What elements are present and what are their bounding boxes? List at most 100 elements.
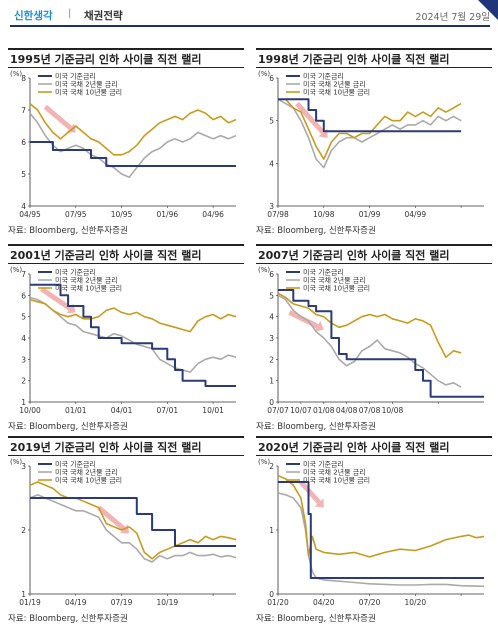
x-tick-label: 04/08 — [336, 406, 358, 415]
us2y-line — [29, 296, 237, 373]
fed-funds-line — [278, 481, 484, 579]
x-tick-label: 10/01 — [202, 406, 224, 415]
unit-label: (%) — [258, 70, 270, 78]
legend-label: 미국 국채 10년물 금리 — [55, 284, 122, 293]
x-tick-label: 07/01 — [157, 406, 179, 415]
fed-funds-line — [30, 283, 236, 387]
line-chart: (%) 0 1 2 3 4 5 6 07/07 10/07 01/08 04/08 07/08 10/08… — [258, 266, 484, 415]
y-tick-label: 5 — [269, 117, 274, 126]
y-tick-label: 3 — [269, 334, 274, 343]
y-tick-label: 1 — [21, 398, 26, 407]
legend-label: 미국 기준금리 — [303, 460, 344, 469]
us2y-line — [277, 98, 462, 169]
brand-logo: 신한생각 — [14, 10, 53, 22]
chart-title: 2019년 기준금리 인하 사이클 직전 랠리 — [8, 436, 244, 456]
trend-arrow-head — [314, 498, 324, 508]
x-tick-label: 10/20 — [405, 598, 427, 607]
line-chart: (%) 4 5 6 7 8 04/95 07/95 10/95 01/96 04/96 미국 기준금리… — [10, 70, 237, 219]
y-tick-label: 5 — [269, 291, 274, 300]
legend-label: 미국 국채 10년물 금리 — [303, 88, 370, 97]
y-tick-label: 1 — [269, 377, 274, 386]
x-tick-label: 10/07 — [290, 406, 312, 415]
legend-label: 미국 기준금리 — [303, 72, 344, 81]
x-tick-label: 07/20 — [359, 598, 381, 607]
y-tick-label: 2 — [21, 377, 26, 386]
y-tick-label: 0 — [269, 590, 274, 599]
y-tick-label: 4 — [269, 159, 274, 168]
legend-label: 미국 기준금리 — [55, 72, 96, 81]
y-tick-label: 7 — [21, 106, 26, 115]
source-note: 자료: Bloomberg, 신한투자증권 — [8, 226, 128, 236]
x-tick-label: 04/01 — [111, 406, 133, 415]
source-note: 자료: Bloomberg, 신한투자증권 — [8, 614, 128, 624]
axis-lines — [29, 78, 236, 207]
x-tick-label: 04/95 — [19, 210, 41, 219]
trend-arrow — [97, 505, 126, 531]
x-tick-label: 07/08 — [359, 406, 381, 415]
unit-label: (%) — [258, 458, 270, 466]
x-tick-label: 04/20 — [313, 598, 335, 607]
fed-funds-line — [30, 497, 236, 547]
header-separator: | — [68, 8, 72, 19]
x-tick-label: 01/96 — [157, 210, 179, 219]
y-tick-label: 4 — [21, 202, 26, 211]
y-tick-label: 6 — [21, 291, 26, 300]
us10y-line — [29, 102, 237, 156]
x-tick-label: 04/99 — [405, 210, 427, 219]
y-tick-label: 7 — [21, 270, 26, 279]
legend-label: 미국 국채 2년물 금리 — [55, 276, 118, 285]
chart-title: 1998년 기준금리 인하 사이클 직전 랠리 — [256, 48, 492, 68]
x-tick-label: 07/98 — [267, 210, 289, 219]
line-chart: (%) 1 2 3 4 5 6 7 10/00 01/01 04/01 07/01 10/01 미국 기준… — [10, 266, 237, 415]
x-tick-label: 01/08 — [313, 406, 335, 415]
unit-label: (%) — [10, 266, 22, 274]
x-tick-label: 07/19 — [111, 598, 133, 607]
y-tick-label: 1 — [269, 526, 274, 535]
source-note: 자료: Bloomberg, 신한투자증권 — [256, 422, 376, 432]
x-tick-label: 10/00 — [19, 406, 41, 415]
y-tick-label: 5 — [21, 313, 26, 322]
y-tick-label: 3 — [21, 462, 26, 471]
trend-arrow — [43, 104, 73, 130]
y-tick-label: 3 — [269, 202, 274, 211]
us10y-line — [29, 298, 237, 333]
legend-label: 미국 국채 10년물 금리 — [303, 284, 370, 293]
x-tick-label: 10/08 — [382, 406, 404, 415]
legend-label: 미국 국채 2년물 금리 — [55, 468, 118, 477]
legend-label: 미국 국채 10년물 금리 — [303, 476, 370, 485]
source-note: 자료: Bloomberg, 신한투자증권 — [256, 226, 376, 236]
legend-label: 미국 국채 2년물 금리 — [55, 80, 118, 89]
us10y-line — [278, 98, 462, 160]
legend-label: 미국 국채 2년물 금리 — [303, 80, 366, 89]
y-tick-label: 2 — [21, 526, 26, 535]
source-note: 자료: Bloomberg, 신한투자증권 — [8, 422, 128, 432]
source-note: 자료: Bloomberg, 신한투자증권 — [256, 614, 376, 624]
fed-funds-line — [278, 98, 462, 133]
trend-arrow-head — [314, 320, 324, 332]
us10y-line — [29, 481, 237, 560]
x-tick-label: 01/20 — [267, 598, 289, 607]
unit-label: (%) — [10, 458, 22, 466]
chart-title: 2001년 기준금리 인하 사이클 직전 랠리 — [8, 244, 244, 264]
header-rule — [10, 25, 490, 27]
legend-label: 미국 기준금리 — [303, 268, 344, 277]
x-tick-label: 10/98 — [313, 210, 335, 219]
y-tick-label: 1 — [21, 590, 26, 599]
report-date: 2024년 7월 29일 — [415, 12, 490, 23]
us10y-line — [277, 474, 485, 558]
y-tick-label: 2 — [269, 355, 274, 364]
trend-arrow-head — [66, 123, 76, 133]
unit-label: (%) — [10, 70, 22, 78]
us2y-line — [277, 492, 485, 588]
chart-title: 2007년 기준금리 인하 사이클 직전 랠리 — [256, 244, 492, 264]
legend-label: 미국 국채 2년물 금리 — [303, 468, 366, 477]
axis-lines — [277, 78, 484, 207]
trend-arrow — [40, 286, 72, 311]
legend-label: 미국 국채 10년물 금리 — [55, 88, 122, 97]
y-tick-label: 3 — [21, 355, 26, 364]
y-tick-label: 6 — [21, 138, 26, 147]
x-tick-label: 10/19 — [157, 598, 179, 607]
unit-label: (%) — [258, 266, 270, 274]
